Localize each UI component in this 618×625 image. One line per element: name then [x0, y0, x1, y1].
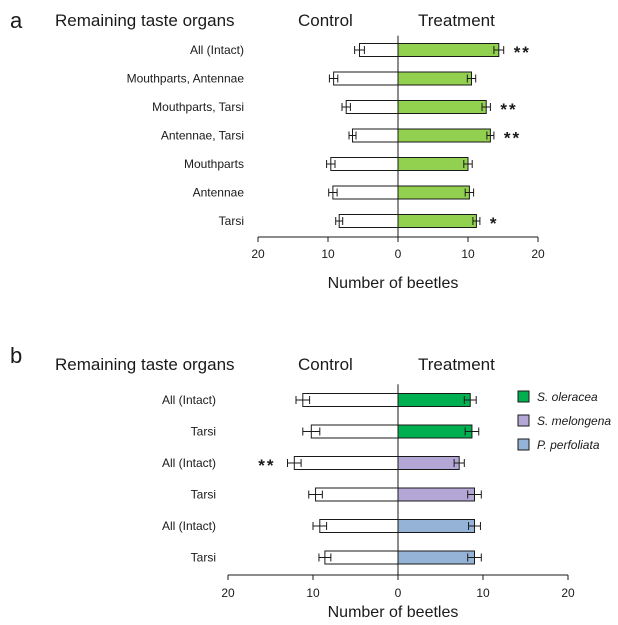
panel-b: b Remaining taste organs Control Treatment A…	[10, 343, 611, 621]
bar-row: Mouthparts	[184, 157, 473, 171]
category-label: Antennae	[193, 186, 245, 200]
legend-swatch	[517, 414, 530, 427]
significance-marker: **	[500, 100, 517, 119]
control-bar	[324, 550, 399, 565]
treatment-bar	[397, 214, 477, 228]
control-bar	[359, 43, 399, 57]
x-tick-label: 20	[221, 586, 235, 600]
bar-row: Mouthparts, Tarsi **	[152, 100, 517, 119]
category-label: Tarsi	[191, 551, 216, 565]
control-bar	[330, 157, 399, 171]
header-taste-organs: Remaining taste organs	[55, 11, 235, 30]
bar-row: All (Intact) **	[190, 43, 531, 62]
control-bar	[310, 424, 399, 439]
control-bar	[338, 214, 399, 228]
treatment-bar	[397, 157, 469, 171]
category-label: Antennae, Tarsi	[161, 129, 244, 143]
control-bar	[293, 456, 399, 470]
category-label: All (Intact)	[190, 43, 244, 57]
legend-label: P. perfoliata	[537, 438, 600, 452]
category-label: Mouthparts, Tarsi	[152, 100, 244, 114]
x-tick-label: 20	[561, 586, 575, 600]
legend-label: S. oleracea	[537, 390, 598, 404]
x-axis-title: Number of beetles	[328, 275, 459, 292]
category-label: Tarsi	[191, 488, 216, 502]
bar-row: Antennae	[193, 185, 475, 200]
treatment-bar	[397, 128, 491, 143]
x-tick-label: 0	[395, 247, 402, 261]
control-bar	[302, 393, 399, 407]
treatment-bar	[397, 519, 475, 533]
category-label: All (Intact)	[162, 393, 216, 407]
treatment-bar	[397, 43, 500, 57]
header-control: Control	[298, 355, 353, 374]
header-control: Control	[298, 11, 353, 30]
x-tick-label: 10	[476, 586, 490, 600]
header-taste-organs: Remaining taste organs	[55, 355, 235, 374]
control-bar	[315, 487, 399, 502]
x-tick-label: 10	[306, 586, 320, 600]
significance-marker: **	[504, 129, 521, 148]
panel-label: b	[10, 343, 22, 368]
category-label: Mouthparts, Antennae	[127, 72, 245, 86]
x-axis-title: Number of beetles	[328, 604, 459, 621]
control-bar	[345, 100, 399, 114]
significance-marker: *	[490, 214, 499, 233]
header-treatment: Treatment	[418, 11, 495, 30]
treatment-bar	[397, 185, 470, 200]
legend: S. oleracea S. melongena P. perfoliata	[517, 390, 611, 452]
legend-label: S. melongena	[537, 414, 611, 428]
bar-row: All (Intact)	[162, 393, 477, 407]
treatment-bar	[397, 71, 472, 86]
bar-row: Tarsi	[191, 550, 482, 565]
control-bar	[333, 71, 399, 86]
control-bar	[319, 519, 399, 533]
x-tick-label: 10	[321, 247, 335, 261]
category-label: Tarsi	[191, 425, 216, 439]
treatment-bar	[397, 393, 471, 407]
treatment-bar	[397, 100, 487, 114]
legend-swatch	[517, 390, 530, 403]
bar-row: Mouthparts, Antennae	[127, 71, 477, 86]
bar-row: All (Intact) **	[162, 456, 465, 475]
category-label: Mouthparts	[184, 157, 244, 171]
x-tick-label: 0	[395, 586, 402, 600]
significance-marker: **	[514, 43, 531, 62]
treatment-bar	[397, 487, 475, 502]
treatment-bar	[397, 424, 473, 439]
significance-marker: **	[258, 456, 275, 475]
x-tick-label: 20	[251, 247, 265, 261]
bar-row: Tarsi	[191, 487, 482, 502]
legend-swatch	[517, 438, 530, 451]
category-label: Tarsi	[219, 214, 244, 228]
x-tick-label: 20	[531, 247, 545, 261]
panel-label: a	[10, 8, 23, 33]
treatment-bar	[397, 550, 475, 565]
panel-a: a Remaining taste organs Control Treatment A…	[10, 8, 545, 292]
x-tick-label: 10	[461, 247, 475, 261]
bar-row: Tarsi	[191, 424, 480, 439]
bar-row: Antennae, Tarsi **	[161, 128, 521, 148]
bar-row: Tarsi *	[219, 214, 499, 233]
category-label: All (Intact)	[162, 519, 216, 533]
header-treatment: Treatment	[418, 355, 495, 374]
category-label: All (Intact)	[162, 456, 216, 470]
treatment-bar	[397, 456, 460, 470]
control-bar	[332, 185, 399, 200]
control-bar	[352, 128, 399, 143]
bar-row: All (Intact)	[162, 519, 481, 533]
